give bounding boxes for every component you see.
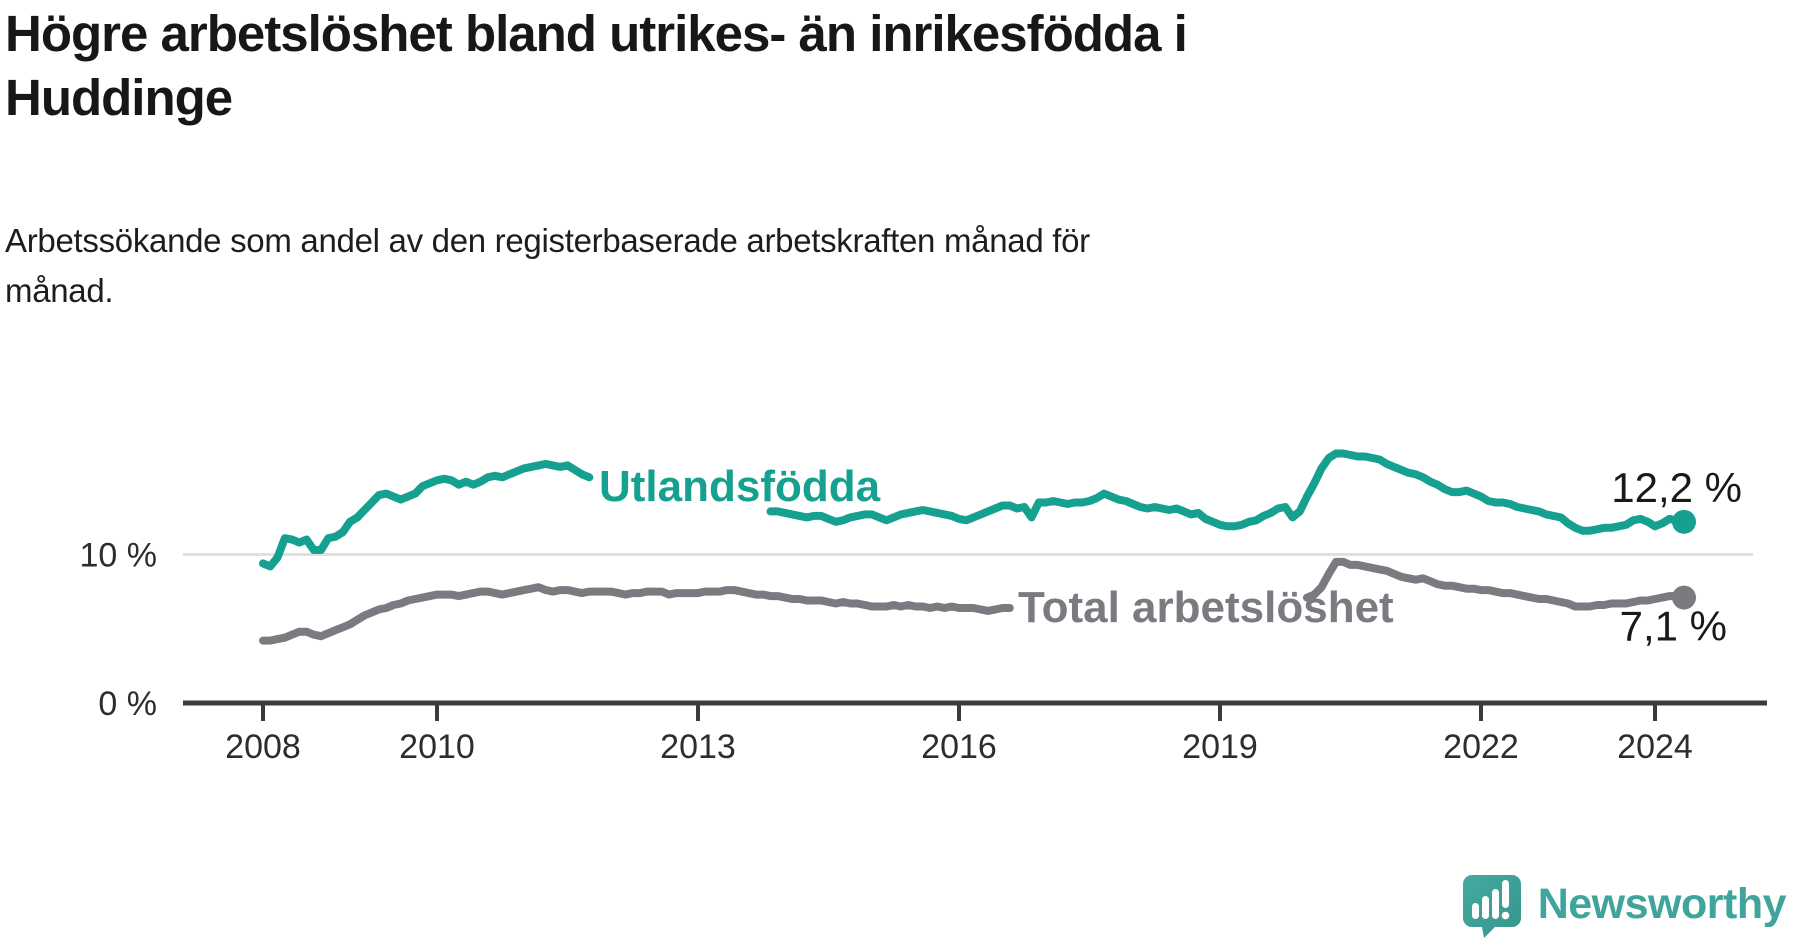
x-tick-label-2019: 2019 [1182,728,1258,766]
x-tick-label-2022: 2022 [1443,728,1519,766]
x-tick-label-2008: 2008 [225,728,301,766]
series-end-value-utlandsfodda: 12,2 % [1611,464,1742,511]
page-subtitle: Arbetssökande som andel av den registerb… [5,222,1090,309]
y-axis-label-10: 10 % [80,537,158,575]
bar-chart-glyph [1471,880,1510,920]
x-tick-label-2010: 2010 [399,728,475,766]
page-title: Högre arbetslöshet bland utrikes- än inr… [5,5,1188,126]
series-end-dot-total-arbetsloshet [1672,585,1696,610]
newsworthy-logo: Newsworthy [1460,868,1787,940]
series-label-total-arbetsloshet: Total arbetslöshet [1018,583,1394,632]
series-line-utlandsfodda-seg1 [259,459,594,571]
x-tick-label-2013: 2013 [660,728,736,766]
series-line-total-arbetsloshet-seg2 [1303,557,1688,611]
series-line-total-arbetsloshet-seg1 [259,583,1014,645]
x-tick-label-2016: 2016 [921,728,997,766]
y-axis-label-0: 0 % [98,685,157,723]
x-tick-label-2024: 2024 [1617,728,1693,766]
series-label-utlandsfodda: Utlandsfödda [599,462,881,511]
series-end-dot-utlandsfodda [1672,509,1696,534]
newsworthy-logo-icon [1462,875,1521,938]
series-line-utlandsfodda-seg2 [766,449,1688,535]
newsworthy-wordmark: Newsworthy [1537,880,1787,928]
series-end-value-total-arbetsloshet: 7,1 % [1620,603,1727,650]
